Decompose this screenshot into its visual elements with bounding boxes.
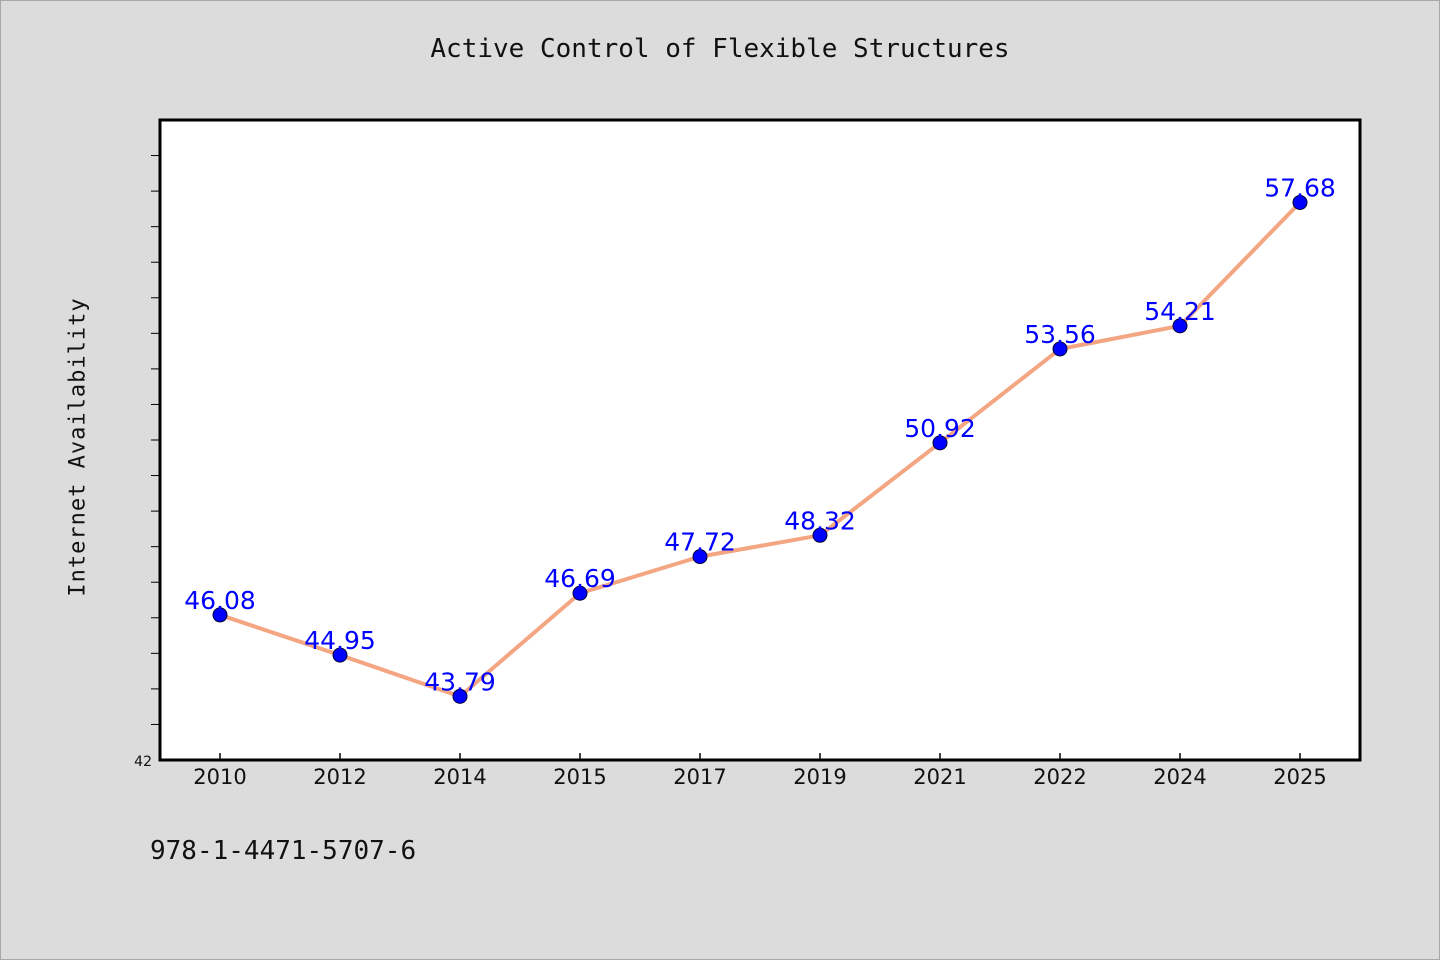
data-label: 53.56: [1024, 320, 1096, 349]
x-tick-label: 2022: [1033, 765, 1086, 789]
x-tick-label: 2025: [1273, 765, 1326, 789]
x-tick-label: 2019: [793, 765, 846, 789]
data-label: 54.21: [1144, 297, 1216, 326]
data-point-marker: [212, 607, 228, 623]
data-point-marker: [572, 585, 588, 601]
data-label: 44.95: [304, 626, 376, 655]
data-point-marker: [1292, 194, 1308, 210]
data-label: 48.32: [784, 506, 856, 535]
data-point-marker: [692, 549, 708, 565]
x-axis-ticks: [219, 753, 1301, 760]
isbn-note: 978-1-4471-5707-6: [150, 836, 417, 866]
x-tick-label: 2010: [193, 765, 246, 789]
series-line: [219, 201, 1302, 699]
data-label: 43.79: [424, 667, 496, 696]
x-tick-label: 2015: [553, 765, 606, 789]
data-labels: 46.08 44.95 43.79 46.69 47.72 48.32 50.92 53.56…: [184, 173, 1336, 696]
plot-area: [158, 118, 1362, 762]
data-point-marker: [452, 688, 468, 704]
data-label: 46.69: [544, 564, 616, 593]
data-label: 47.72: [664, 528, 736, 557]
x-tick-label: 2012: [313, 765, 366, 789]
data-point-marker: [1172, 318, 1188, 334]
y-axis-min-label: 42: [134, 754, 152, 770]
data-label: 57.68: [1264, 173, 1336, 202]
data-label: 50.92: [904, 414, 976, 443]
y-axis-ticks: [151, 155, 160, 725]
data-point-marker: [812, 527, 828, 543]
data-point-marker: [932, 435, 948, 451]
x-tick-label: 2024: [1153, 765, 1206, 789]
x-tick-label: 2017: [673, 765, 726, 789]
chart-title: Active Control of Flexible Structures: [430, 34, 1010, 64]
data-point-marker: [332, 647, 348, 663]
series-markers: [212, 194, 1308, 704]
data-point-marker: [1052, 341, 1068, 357]
x-tick-label: 2021: [913, 765, 966, 789]
x-axis-tick-labels: 2010 2012 2014 2015 2017 2019 2021 2022 2024 2025: [193, 765, 1326, 789]
x-tick-label: 2014: [433, 765, 486, 789]
data-label: 46.08: [184, 586, 256, 615]
